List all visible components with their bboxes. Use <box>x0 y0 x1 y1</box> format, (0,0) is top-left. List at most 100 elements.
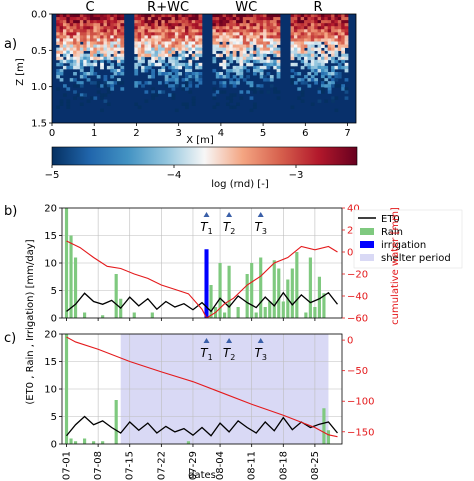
heatmap-cell <box>320 20 325 24</box>
heatmap-cell <box>181 29 186 33</box>
heatmap-cell <box>73 17 77 21</box>
heatmap-cell <box>171 23 176 27</box>
heatmap-cell <box>212 17 217 21</box>
heatmap-cell <box>168 78 172 82</box>
heatmap-cell <box>141 56 145 61</box>
heatmap-cell <box>232 75 237 79</box>
heatmap-cell <box>90 96 94 100</box>
heatmap-cell <box>185 14 189 18</box>
heatmap-cell <box>144 68 149 73</box>
heatmap-cell <box>297 56 302 61</box>
heatmap-cell <box>337 35 342 39</box>
heatmap-cell <box>300 23 305 27</box>
heatmap-cell <box>276 41 281 45</box>
heatmap-cell <box>62 93 67 97</box>
heatmap-cell <box>59 44 64 48</box>
heatmap-cell <box>263 23 267 27</box>
et0-line <box>66 415 338 437</box>
heatmap-cell <box>151 23 155 27</box>
heatmap-cell <box>185 84 189 88</box>
heatmap-cell <box>215 32 220 36</box>
heatmap-cell <box>147 17 152 21</box>
heatmap-cell <box>120 81 125 85</box>
heatmap-cell <box>263 59 267 64</box>
heatmap-cell <box>252 102 257 106</box>
heatmap-cell <box>62 65 67 70</box>
region-label: R+WC <box>147 0 189 15</box>
heatmap-cell <box>90 62 94 67</box>
heatmap-cell <box>242 47 247 52</box>
panel-label-a: a) <box>4 37 17 52</box>
heatmap-cell <box>174 108 179 113</box>
heatmap-cell <box>256 47 261 52</box>
left-tick-label: 20 <box>44 204 57 215</box>
heatmap-cell <box>263 29 267 33</box>
heatmap-cell <box>263 62 267 67</box>
heatmap-cell <box>324 14 329 18</box>
heatmap-cell <box>56 35 60 39</box>
heatmap-cell <box>263 38 267 42</box>
heatmap-cell <box>73 44 77 48</box>
heatmap-cell <box>59 102 64 106</box>
heatmap-cell <box>266 17 271 21</box>
heatmap-cell <box>229 44 234 48</box>
heatmap-cell <box>344 41 349 45</box>
heatmap-cell <box>113 44 118 48</box>
colorbar-tick-label: −5 <box>45 170 60 181</box>
heatmap-cell <box>62 29 67 33</box>
heatmap-cell <box>259 84 264 88</box>
heatmap-cell <box>219 75 223 79</box>
heatmap-cell <box>110 81 115 85</box>
heatmap-cell <box>239 96 244 100</box>
right-tick-label: −20 <box>347 270 368 281</box>
heatmap-cell <box>269 59 274 64</box>
heatmap-cell <box>66 47 71 52</box>
heatmap-cell <box>297 14 302 18</box>
heatmap-cell <box>331 14 335 18</box>
heatmap-cell <box>320 87 325 91</box>
heatmap-cell <box>168 47 172 52</box>
heatmap-cell <box>304 41 308 45</box>
heatmap-cell <box>137 81 142 85</box>
heatmap-cell <box>331 96 335 100</box>
heatmap-cell <box>79 17 84 21</box>
heatmap-cell <box>188 68 193 73</box>
heatmap-cell <box>256 17 261 21</box>
y-tick-label: 1.5 <box>31 119 47 130</box>
heatmap-cell <box>191 14 196 18</box>
right-tick-label: −60 <box>347 314 368 325</box>
heatmap-cell <box>246 29 250 33</box>
dates-xlabel: dates <box>188 470 216 481</box>
heatmap-cell <box>239 23 244 27</box>
rain-bar <box>268 301 272 318</box>
heatmap-cell <box>151 71 155 76</box>
heatmap-cell <box>56 32 60 36</box>
heatmap-cell <box>317 50 322 55</box>
heatmap-cell <box>246 38 250 42</box>
legend-label-irrigation: irrigation <box>381 240 426 251</box>
heatmap-cell <box>151 87 155 91</box>
heatmap-cell <box>225 53 230 58</box>
heatmap-cell <box>317 23 322 27</box>
heatmap-cell <box>256 41 261 45</box>
heatmap-cell <box>195 65 199 70</box>
heatmap-cell <box>331 23 335 27</box>
heatmap-cell <box>144 20 149 24</box>
heatmap-cell <box>259 59 264 64</box>
heatmap-cell <box>263 75 267 79</box>
heatmap-cell <box>117 41 121 45</box>
heatmap-cell <box>225 62 230 67</box>
heatmap-cell <box>147 65 152 70</box>
heatmap-cell <box>117 17 121 21</box>
heatmap-cell <box>266 71 271 76</box>
heatmap-cell <box>300 44 305 48</box>
heatmap-cell <box>269 84 274 88</box>
heatmap-cell <box>106 87 111 91</box>
heatmap-cell <box>198 17 203 21</box>
heatmap-cell <box>344 20 349 24</box>
left-tick-label: 10 <box>44 259 57 270</box>
heatmap-cell <box>337 65 342 70</box>
legend-swatch-irrigation <box>360 241 374 248</box>
